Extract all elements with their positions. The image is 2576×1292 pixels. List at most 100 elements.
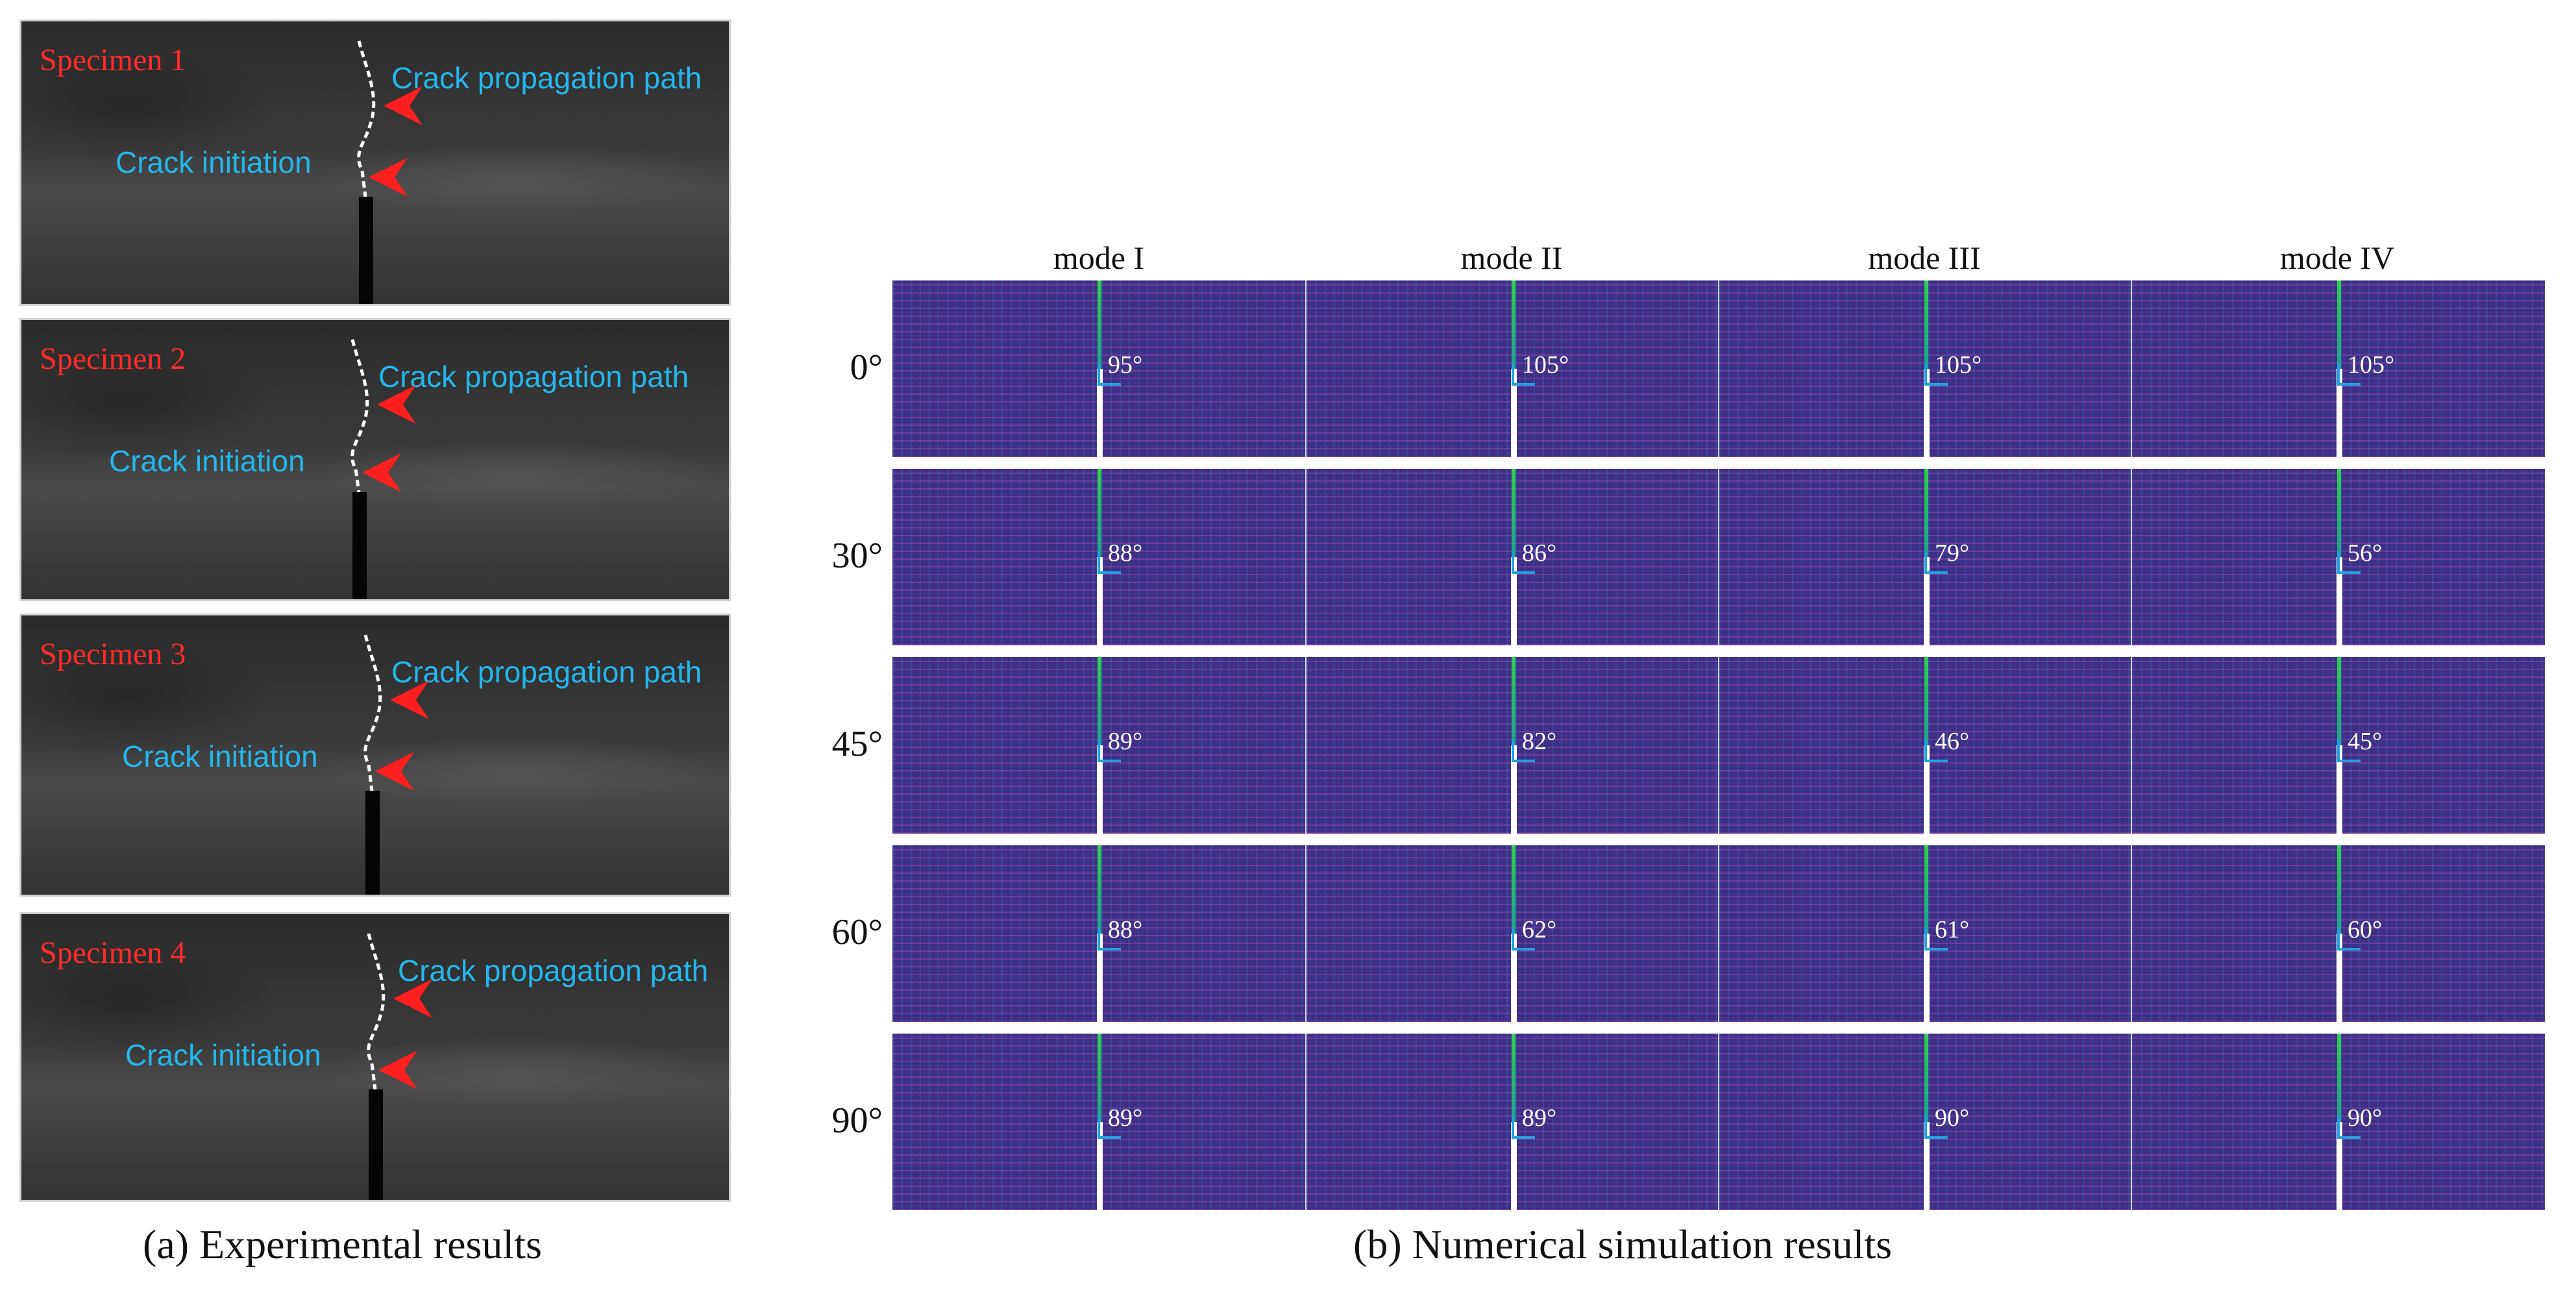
simulation-cell: 61° <box>1718 845 2132 1022</box>
simulated-crack <box>1512 469 1515 558</box>
angle-row-label: 30° <box>831 536 883 576</box>
angle-row-label: 45° <box>831 724 883 764</box>
simulation-cell: 82° <box>1305 657 1719 834</box>
crack-angle-value: 86° <box>1522 540 1557 567</box>
simulated-crack <box>1512 657 1515 747</box>
crack-angle-value: 95° <box>1108 351 1143 379</box>
simulated-crack <box>2337 657 2341 747</box>
simulation-cell: 62° <box>1305 845 1719 1022</box>
angle-marker-icon <box>1512 1117 1535 1139</box>
crack-angle-value: 82° <box>1522 728 1557 755</box>
crack-angle-value: 62° <box>1522 916 1557 943</box>
crack-angle-value: 89° <box>1108 728 1143 755</box>
crack-angle-value: 45° <box>2348 728 2383 755</box>
simulated-crack <box>1512 845 1515 935</box>
angle-marker-icon <box>1924 364 1948 386</box>
angle-marker-icon <box>2337 1117 2361 1139</box>
crack-angle-value: 88° <box>1108 540 1143 567</box>
simulated-notch <box>1097 369 1103 457</box>
specimen-notch <box>365 791 380 895</box>
crack-angle-value: 88° <box>1108 916 1143 943</box>
angle-marker-icon <box>1098 552 1121 574</box>
simulation-cell: 95° <box>892 280 1305 457</box>
simulated-crack <box>1098 469 1101 558</box>
mode-column-header: mode I <box>1053 240 1145 276</box>
specimen-photo: Specimen 4 Crack propagation path Crack in… <box>19 912 731 1202</box>
specimen-notch <box>359 197 373 304</box>
specimen-notch <box>352 492 367 599</box>
angle-row-label: 0° <box>850 347 883 388</box>
crack-propagation-path-label: Crack propagation path <box>398 954 709 988</box>
initiation-arrow-icon <box>375 752 414 791</box>
simulated-notch <box>2337 745 2342 834</box>
simulated-crack <box>1512 280 1515 370</box>
specimen-photo: Specimen 3 Crack propagation path Crack in… <box>19 614 731 897</box>
mode-column-header: mode III <box>1868 240 1981 276</box>
crack-angle-value: 61° <box>1935 916 1970 943</box>
simulated-crack <box>2337 469 2341 558</box>
specimen-label: Specimen 3 <box>40 637 186 671</box>
simulated-notch <box>1511 934 1517 1022</box>
simulated-notch <box>1924 745 1930 834</box>
simulated-notch <box>1511 557 1517 645</box>
angle-marker-icon <box>1098 740 1121 762</box>
crack-initiation-label: Crack initiation <box>125 1038 321 1072</box>
simulation-cell: 89° <box>892 657 1305 834</box>
propagation-arrow-icon <box>384 86 423 125</box>
simulated-notch <box>2337 934 2342 1022</box>
propagation-arrow-icon <box>377 385 416 424</box>
crack-angle-value: 90° <box>1935 1104 1970 1132</box>
simulated-notch <box>1097 557 1103 645</box>
simulation-caption: (b) Numerical simulation results <box>1353 1221 1893 1267</box>
simulated-crack <box>2337 1034 2341 1123</box>
crack-propagation-path-label: Crack propagation path <box>391 61 702 95</box>
simulated-crack <box>1924 657 1928 747</box>
crack-angle-value: 105° <box>1935 351 1982 379</box>
angle-marker-icon <box>1098 364 1121 386</box>
angle-marker-icon <box>1512 364 1535 386</box>
simulated-notch <box>2337 557 2342 645</box>
simulation-cell: 86° <box>1305 469 1719 645</box>
angle-marker-icon <box>1098 1117 1121 1139</box>
crack-angle-value: 89° <box>1108 1104 1143 1132</box>
crack-angle-value: 89° <box>1522 1104 1557 1132</box>
simulation-cell: 46° <box>1718 657 2132 834</box>
simulated-notch <box>1924 369 1930 457</box>
crack-angle-value: 105° <box>2348 351 2395 379</box>
experimental-caption: (a) Experimental results <box>143 1221 542 1267</box>
angle-row-label: 60° <box>831 912 883 952</box>
angle-marker-icon <box>2337 552 2361 574</box>
crack-initiation-label: Crack initiation <box>122 739 318 773</box>
angle-marker-icon <box>1924 1117 1948 1139</box>
specimen-photo: Specimen 2 Crack propagation path Crack in… <box>19 318 731 601</box>
simulation-cell: 45° <box>2131 657 2545 834</box>
simulated-crack <box>1924 469 1928 558</box>
simulation-cell: 60° <box>2131 845 2545 1022</box>
simulated-crack <box>1098 280 1101 370</box>
angle-marker-icon <box>2337 740 2361 762</box>
simulated-crack <box>1098 845 1101 935</box>
crack-initiation-label: Crack initiation <box>109 444 305 478</box>
initiation-arrow-icon <box>378 1050 417 1089</box>
angle-row-label: 90° <box>831 1100 883 1141</box>
simulated-notch <box>1511 1122 1517 1210</box>
crack-propagation-path-label: Crack propagation path <box>378 360 689 393</box>
angle-marker-icon <box>1924 928 1948 950</box>
crack-overlay <box>367 933 432 1090</box>
angle-marker-icon <box>1924 740 1948 762</box>
simulation-cell: 88° <box>892 469 1305 645</box>
crack-overlay <box>357 40 423 197</box>
simulated-crack <box>1098 1034 1101 1123</box>
simulation-cell: 105° <box>1718 280 2132 457</box>
simulated-notch <box>1511 745 1517 834</box>
specimen-photo: Specimen 1 Crack propagation path Crack in… <box>19 19 731 306</box>
specimen-label: Specimen 1 <box>40 43 186 77</box>
simulated-notch <box>1924 1122 1930 1210</box>
simulated-crack <box>1924 280 1928 370</box>
simulated-notch <box>1097 934 1103 1022</box>
initiation-arrow-icon <box>362 453 401 492</box>
angle-marker-icon <box>1512 740 1535 762</box>
crack-path-line <box>357 40 376 197</box>
crack-angle-value: 105° <box>1522 351 1569 379</box>
propagation-arrow-icon <box>390 680 429 719</box>
